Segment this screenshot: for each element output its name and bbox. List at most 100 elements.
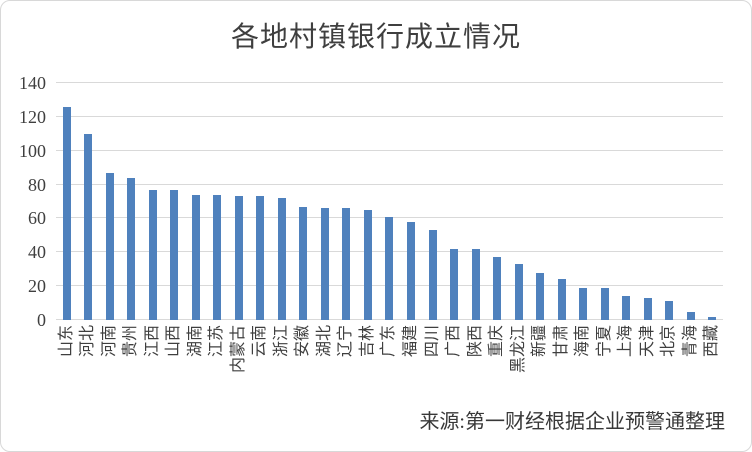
x-category-label-甘肃: 甘肃 bbox=[552, 325, 570, 358]
x-category-label-重庆: 重庆 bbox=[488, 325, 506, 358]
bar-西藏 bbox=[708, 316, 717, 320]
bar-江西 bbox=[148, 189, 157, 320]
x-slot: 宁夏 bbox=[594, 322, 616, 402]
bar-广东 bbox=[385, 216, 394, 320]
bar-辽宁 bbox=[342, 208, 351, 320]
bar-slot bbox=[250, 83, 272, 320]
x-slot: 河北 bbox=[78, 322, 100, 402]
x-slot: 陕西 bbox=[465, 322, 487, 402]
x-slot: 河南 bbox=[99, 322, 121, 402]
bar-slot bbox=[551, 83, 573, 320]
x-category-label-宁夏: 宁夏 bbox=[595, 325, 613, 358]
y-tick-label-20: 20 bbox=[28, 276, 46, 297]
bar-slot bbox=[465, 83, 487, 320]
x-slot: 新疆 bbox=[529, 322, 551, 402]
x-slot: 浙江 bbox=[271, 322, 293, 402]
x-slot: 甘肃 bbox=[551, 322, 573, 402]
bar-福建 bbox=[407, 221, 415, 320]
y-tick-label-80: 80 bbox=[28, 174, 46, 195]
bar-上海 bbox=[622, 296, 631, 320]
x-category-label-安徽: 安徽 bbox=[294, 325, 312, 358]
bar-宁夏 bbox=[600, 287, 609, 320]
x-category-label-河南: 河南 bbox=[100, 325, 118, 358]
bar-slot bbox=[314, 83, 336, 320]
x-category-label-河北: 河北 bbox=[79, 325, 97, 358]
x-axis: 山东 河北 河南 贵州 江西 山西 湖南 江苏 内蒙古 云南 浙江 安徽 湖北 辽宁 吉林 广东 福建 四川 广西陕… bbox=[56, 322, 723, 402]
bar-黑龙江 bbox=[514, 264, 523, 320]
bar-slot bbox=[207, 83, 229, 320]
x-slot: 辽宁 bbox=[336, 322, 358, 402]
bar-slot bbox=[400, 83, 422, 320]
bar-海南 bbox=[579, 287, 588, 320]
x-category-label-内蒙古: 内蒙古 bbox=[229, 325, 247, 374]
bar-四川 bbox=[428, 230, 437, 320]
x-category-label-四川: 四川 bbox=[423, 325, 441, 358]
x-slot: 广东 bbox=[379, 322, 401, 402]
x-category-label-山东: 山东 bbox=[57, 325, 75, 358]
x-category-label-福建: 福建 bbox=[402, 325, 419, 358]
bar-广西 bbox=[450, 248, 459, 320]
x-category-label-广东: 广东 bbox=[380, 325, 398, 358]
bars-group bbox=[56, 83, 723, 320]
x-category-label-湖南: 湖南 bbox=[186, 325, 204, 358]
x-category-label-云南: 云南 bbox=[251, 325, 269, 358]
x-slot: 江西 bbox=[142, 322, 164, 402]
x-category-label-天津: 天津 bbox=[638, 325, 656, 358]
bar-湖北 bbox=[320, 208, 329, 320]
x-category-label-黑龙江: 黑龙江 bbox=[509, 325, 527, 374]
bar-slot bbox=[185, 83, 207, 320]
x-slot: 吉林 bbox=[357, 322, 379, 402]
gridline-80 bbox=[56, 183, 723, 185]
x-slot: 湖南 bbox=[185, 322, 207, 402]
bar-slot bbox=[142, 83, 164, 320]
bar-吉林 bbox=[363, 209, 372, 320]
x-slot: 黑龙江 bbox=[508, 322, 530, 402]
x-category-label-西藏: 西藏 bbox=[703, 325, 721, 358]
x-slot: 江苏 bbox=[207, 322, 229, 402]
y-tick-label-140: 140 bbox=[19, 73, 46, 93]
bar-slot bbox=[271, 83, 293, 320]
bar-新疆 bbox=[536, 272, 545, 320]
bar-江苏 bbox=[213, 194, 222, 320]
bar-云南 bbox=[256, 196, 265, 320]
x-slot: 上海 bbox=[615, 322, 637, 402]
x-slot: 广西 bbox=[443, 322, 465, 402]
y-tick-label-60: 60 bbox=[28, 208, 46, 229]
x-slot: 福建 bbox=[400, 322, 422, 402]
bar-内蒙古 bbox=[234, 196, 243, 320]
x-slot: 湖北 bbox=[314, 322, 336, 402]
y-axis: 0 20 40 60 80 100 120 140 bbox=[1, 73, 56, 330]
bar-slot bbox=[336, 83, 358, 320]
x-slot: 云南 bbox=[250, 322, 272, 402]
bar-slot bbox=[99, 83, 121, 320]
x-category-label-上海: 上海 bbox=[617, 325, 635, 358]
bar-贵州 bbox=[127, 177, 136, 320]
bar-slot bbox=[615, 83, 637, 320]
bar-slot bbox=[379, 83, 401, 320]
x-slot: 内蒙古 bbox=[228, 322, 250, 402]
x-slot: 山东 bbox=[56, 322, 78, 402]
x-category-label-辽宁: 辽宁 bbox=[337, 325, 355, 358]
x-category-label-山西: 山西 bbox=[165, 325, 183, 358]
bar-slot bbox=[56, 83, 78, 320]
x-category-label-新疆: 新疆 bbox=[531, 325, 549, 358]
bar-slot bbox=[658, 83, 680, 320]
x-category-label-陕西: 陕西 bbox=[466, 325, 484, 358]
gridline-100 bbox=[56, 149, 723, 151]
x-slot: 海南 bbox=[572, 322, 594, 402]
bar-slot bbox=[637, 83, 659, 320]
x-category-label-贵州: 贵州 bbox=[122, 325, 140, 358]
bar-安徽 bbox=[299, 206, 308, 320]
x-category-label-海南: 海南 bbox=[574, 325, 592, 358]
x-slot: 贵州 bbox=[121, 322, 143, 402]
x-slot: 山西 bbox=[164, 322, 186, 402]
bar-slot bbox=[529, 83, 551, 320]
gridline-120 bbox=[56, 115, 723, 117]
x-category-label-江苏: 江苏 bbox=[208, 325, 226, 358]
bar-重庆 bbox=[493, 257, 502, 320]
bar-slot bbox=[680, 83, 702, 320]
x-category-label-青海: 青海 bbox=[681, 325, 699, 358]
bar-青海 bbox=[686, 311, 695, 320]
bar-slot bbox=[594, 83, 616, 320]
